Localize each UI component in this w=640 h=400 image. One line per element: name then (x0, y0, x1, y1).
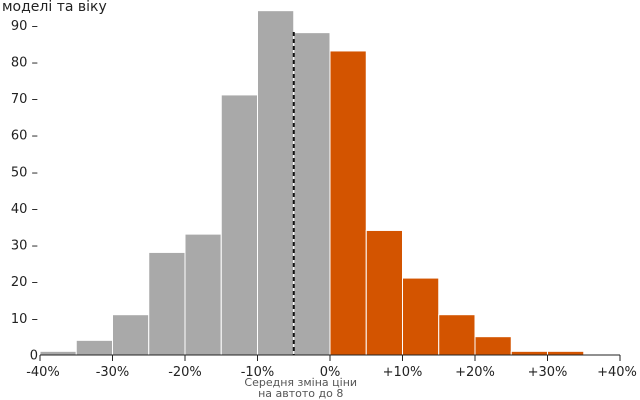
y-tick-label: 90 – (11, 19, 38, 34)
histogram-bar-4 (184, 233, 222, 356)
y-tick-label: 60 – (11, 129, 38, 144)
x-tick-label: +40% (597, 365, 637, 380)
y-tick-label: 40 – (11, 202, 38, 217)
x-tick-label: -30% (96, 365, 130, 380)
x-tick-label: +20% (455, 365, 495, 380)
y-tick-label: 70 – (11, 92, 38, 107)
x-tick-label: -20% (168, 365, 202, 380)
histogram-bar-13 (510, 350, 548, 356)
x-tick-label: -40% (26, 365, 60, 380)
histogram-bar-10 (402, 277, 440, 356)
mean-line-label: на автото до 8 (258, 387, 343, 400)
histogram-bar-5 (220, 94, 258, 356)
y-tick-label: 50 – (11, 165, 38, 180)
histogram-bar-1 (75, 339, 113, 356)
x-tick-label: +30% (528, 365, 568, 380)
y-axis: 0 10 – 20 – 30 – 40 – 50 – 60 – 70 – 80 – 90 – (11, 19, 38, 364)
y-tick-label: 80 – (11, 55, 38, 70)
histogram-bar-11 (438, 314, 476, 356)
histogram-bar-0 (39, 350, 77, 356)
histogram-bar-2 (112, 314, 150, 356)
y-tick-label: 30 – (11, 239, 38, 254)
histogram-bar-14 (547, 350, 585, 356)
histogram-bar-12 (474, 336, 512, 356)
histogram-bar-9 (365, 229, 403, 356)
histogram-bar-3 (148, 251, 186, 356)
bars-group (39, 10, 585, 356)
histogram-bar-6 (257, 10, 295, 356)
y-tick-label: 0 (30, 349, 38, 364)
mean-line-label: Середня зміна ціни (244, 376, 357, 389)
y-tick-label: 20 – (11, 275, 38, 290)
x-axis: -40% -30% -20% -10% 0% +10% +20% +30% +40% (26, 354, 637, 380)
y-tick-label: 10 – (11, 312, 38, 327)
histogram-bar-7 (293, 32, 331, 356)
x-tick-label: -10% (241, 365, 275, 380)
x-tick-label: 0% (320, 365, 341, 380)
histogram-bar-8 (329, 50, 367, 356)
chart-title: моделі та віку (2, 0, 107, 15)
x-tick-label: +10% (383, 365, 423, 380)
